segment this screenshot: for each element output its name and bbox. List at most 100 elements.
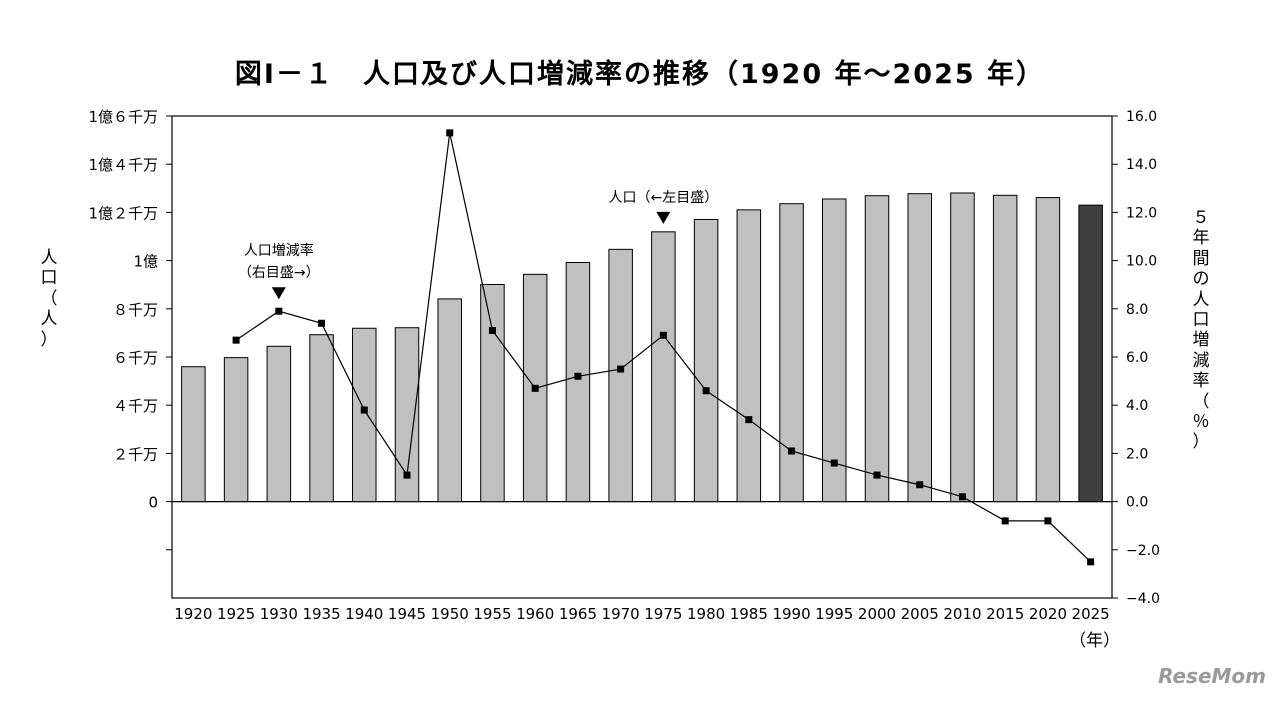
growth-rate-point <box>1087 558 1095 566</box>
annotation-marker <box>656 211 671 224</box>
population-bar <box>779 203 804 503</box>
growth-rate-point <box>403 471 411 479</box>
growth-rate-point <box>958 493 966 501</box>
x-tick-label: 1920 <box>174 605 212 623</box>
growth-rate-point <box>488 326 496 334</box>
x-tick-label: 1965 <box>559 605 597 623</box>
population-bar <box>394 327 420 503</box>
left-tick-label: 0 <box>148 494 158 512</box>
left-tick-label: ４千万 <box>113 397 158 415</box>
right-tick-label: 4.0 <box>1126 398 1148 414</box>
right-tick-label: 14.0 <box>1126 157 1157 173</box>
population-bar <box>1035 197 1061 503</box>
annotation-label: 人口（←左目盛） <box>608 190 718 206</box>
x-axis-unit: （年） <box>1069 631 1120 651</box>
growth-rate-point <box>830 459 838 467</box>
x-tick-label: 2000 <box>858 605 896 623</box>
left-tick-label: 1億４千万 <box>88 156 158 174</box>
axis-label-char: 年 <box>1192 228 1210 249</box>
x-tick-label: 1980 <box>687 605 725 623</box>
growth-rate-point <box>788 447 796 455</box>
population-bar <box>950 192 975 503</box>
axis-label-char: 人 <box>40 248 58 268</box>
population-bar <box>266 345 292 503</box>
axis-label-char: 率 <box>1192 371 1210 392</box>
axis-label-char: ） <box>1192 432 1210 453</box>
x-tick-label: 1960 <box>516 605 554 623</box>
x-tick-label: 1955 <box>473 605 511 623</box>
x-tick-label: 2020 <box>1029 605 1067 623</box>
population-bar <box>992 194 1018 503</box>
population-bar <box>437 298 462 503</box>
x-tick-label: 1990 <box>772 605 810 623</box>
axis-label-char: の <box>1192 269 1210 290</box>
watermark-logo: ReseMom <box>1158 664 1266 688</box>
population-bar <box>181 366 206 503</box>
annotation-marker <box>271 287 286 300</box>
left-axis-label: 人口（人） <box>38 248 60 350</box>
left-tick-label: ６千万 <box>113 349 158 367</box>
right-axis-label: ５ 年間の人口増減率（％） <box>1190 208 1212 453</box>
growth-rate-point <box>232 336 240 344</box>
right-tick-label: 8.0 <box>1126 302 1148 318</box>
left-tick-label: ２千万 <box>113 445 158 463</box>
axis-label-char: 間 <box>1192 248 1210 269</box>
growth-rate-point <box>702 387 710 395</box>
axis-label-char: 人 <box>40 309 58 330</box>
right-tick-label: 10.0 <box>1126 254 1157 270</box>
x-tick-label: 1940 <box>345 605 383 623</box>
population-bar <box>907 193 932 503</box>
growth-rate-point <box>745 416 753 424</box>
population-bar <box>223 357 249 503</box>
population-bar <box>864 195 890 503</box>
population-bar <box>608 248 633 503</box>
population-bar <box>309 334 334 503</box>
right-tick-label: 12.0 <box>1126 205 1157 221</box>
x-tick-label: 1985 <box>730 605 768 623</box>
axis-label-char: 人 <box>1192 289 1210 310</box>
growth-rate-point <box>1044 517 1052 525</box>
x-tick-label: 2025 <box>1072 605 1110 623</box>
growth-rate-point <box>1001 517 1009 525</box>
right-tick-label: −2.0 <box>1126 543 1160 559</box>
population-bar <box>565 262 591 503</box>
axis-label-char: ５ <box>1192 208 1210 228</box>
axis-label-char: 減 <box>1192 350 1210 371</box>
x-tick-label: 2005 <box>901 605 939 623</box>
x-tick-label: 1930 <box>260 605 298 623</box>
growth-rate-point <box>275 307 283 315</box>
axis-label-char: ） <box>40 329 58 350</box>
right-tick-label: 16.0 <box>1126 109 1157 125</box>
population-bar <box>1078 204 1103 503</box>
axis-label-char: 口 <box>40 268 58 289</box>
growth-rate-point <box>446 129 454 137</box>
x-tick-label: 1975 <box>644 605 682 623</box>
x-tick-label: 1945 <box>388 605 426 623</box>
axis-label-char: ％ <box>1192 411 1210 432</box>
axis-label-char: 口 <box>1192 309 1210 330</box>
right-tick-label: 6.0 <box>1126 350 1148 366</box>
right-tick-label: 2.0 <box>1126 446 1148 462</box>
x-tick-label: 1995 <box>815 605 853 623</box>
right-tick-label: −4.0 <box>1126 591 1160 607</box>
population-bar <box>480 284 505 503</box>
left-tick-label: 1億２千万 <box>88 204 158 222</box>
left-tick-label: 1億 <box>133 253 158 271</box>
left-tick-label: ８千万 <box>113 301 158 319</box>
x-tick-label: 1935 <box>302 605 340 623</box>
population-bar <box>352 327 377 503</box>
growth-rate-point <box>617 365 625 373</box>
axis-label-char: （ <box>40 288 58 309</box>
x-tick-label: 2015 <box>986 605 1024 623</box>
growth-rate-point <box>916 481 924 489</box>
population-bar <box>651 231 676 503</box>
axis-label-char: （ <box>1192 391 1210 412</box>
growth-rate-point <box>659 331 667 339</box>
annotation-label: （右目盛→） <box>238 265 320 281</box>
chart-title: 図Ⅰ－１ 人口及び人口増減率の推移（1920 年～2025 年） <box>234 59 1046 90</box>
axis-label-char: 増 <box>1192 330 1210 351</box>
growth-rate-point <box>360 406 368 414</box>
growth-rate-point <box>318 319 326 327</box>
growth-rate-point <box>531 384 539 392</box>
